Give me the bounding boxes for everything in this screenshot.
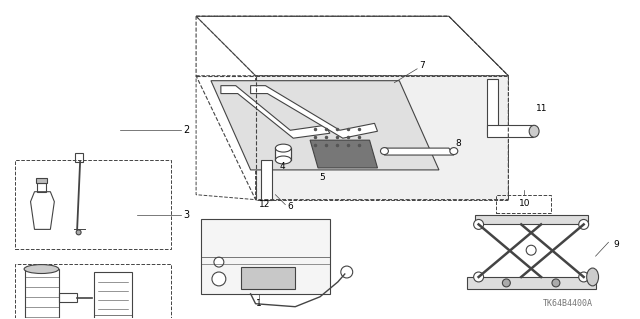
Bar bbox=[475, 214, 588, 225]
Circle shape bbox=[212, 272, 226, 286]
Circle shape bbox=[76, 230, 81, 235]
Text: 10: 10 bbox=[518, 199, 530, 208]
Polygon shape bbox=[486, 79, 499, 135]
Ellipse shape bbox=[529, 125, 539, 137]
Circle shape bbox=[526, 245, 536, 255]
Polygon shape bbox=[211, 81, 439, 170]
Text: 4: 4 bbox=[280, 162, 285, 171]
Text: 1: 1 bbox=[255, 299, 261, 308]
Bar bbox=[15, 264, 172, 319]
Text: 6: 6 bbox=[287, 202, 293, 211]
Circle shape bbox=[502, 279, 510, 287]
Polygon shape bbox=[260, 160, 273, 200]
Polygon shape bbox=[385, 148, 454, 155]
Circle shape bbox=[579, 272, 589, 282]
Circle shape bbox=[214, 257, 224, 267]
Text: 3: 3 bbox=[183, 210, 189, 219]
Circle shape bbox=[552, 279, 560, 287]
Bar bbox=[467, 277, 596, 289]
Text: 5: 5 bbox=[319, 173, 325, 182]
Bar bbox=[241, 267, 295, 289]
Polygon shape bbox=[310, 140, 378, 168]
Bar bbox=[275, 148, 291, 160]
Ellipse shape bbox=[380, 148, 388, 154]
Ellipse shape bbox=[587, 268, 598, 286]
Text: 9: 9 bbox=[613, 240, 619, 249]
Polygon shape bbox=[221, 85, 330, 138]
Polygon shape bbox=[24, 269, 60, 319]
Text: 12: 12 bbox=[259, 200, 270, 209]
Ellipse shape bbox=[275, 156, 291, 164]
Circle shape bbox=[474, 272, 484, 282]
Bar bbox=[36, 178, 47, 183]
Bar bbox=[15, 160, 172, 249]
Circle shape bbox=[341, 266, 353, 278]
Circle shape bbox=[579, 219, 589, 229]
Text: TK64B4400A: TK64B4400A bbox=[543, 299, 593, 308]
Text: 2: 2 bbox=[183, 125, 189, 135]
Text: 7: 7 bbox=[419, 61, 425, 70]
Polygon shape bbox=[486, 125, 533, 137]
Bar bbox=[38, 183, 47, 192]
Bar bbox=[75, 153, 83, 162]
Text: 8: 8 bbox=[456, 139, 461, 148]
Ellipse shape bbox=[275, 144, 291, 152]
Ellipse shape bbox=[24, 264, 59, 273]
Polygon shape bbox=[31, 192, 54, 229]
Polygon shape bbox=[251, 85, 378, 138]
Circle shape bbox=[474, 219, 484, 229]
Ellipse shape bbox=[450, 148, 458, 154]
Bar bbox=[60, 293, 77, 302]
Bar bbox=[94, 272, 132, 319]
Bar bbox=[497, 195, 551, 212]
Bar bbox=[201, 219, 330, 294]
Polygon shape bbox=[255, 76, 508, 200]
Text: 11: 11 bbox=[536, 104, 548, 113]
